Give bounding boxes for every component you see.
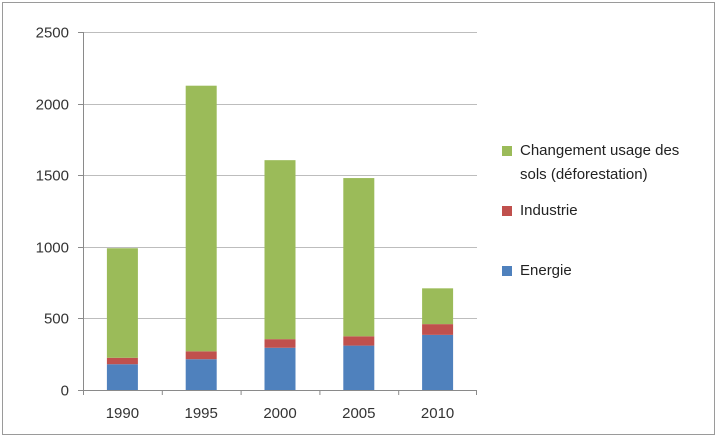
- bar-industrie-1995: [185, 351, 217, 360]
- bars: [106, 85, 454, 390]
- bar-changement-1995: [185, 85, 217, 352]
- x-tick-label: 1990: [106, 405, 139, 422]
- y-tick-label: 1500: [36, 168, 69, 185]
- legend-swatch: [502, 206, 512, 216]
- x-tick-label: 1995: [185, 405, 218, 422]
- x-tick-labels: 1990 1995 2000 2005 2010: [106, 405, 455, 422]
- bar-energie-2000: [264, 347, 296, 390]
- bar-energie-1995: [185, 359, 217, 390]
- y-tick-label: 1000: [36, 240, 69, 257]
- bar-industrie-2010: [422, 324, 454, 335]
- y-tick-labels: 0 500 1000 1500 2000 2500: [36, 25, 69, 400]
- y-tick-label: 500: [44, 311, 69, 328]
- x-tick-label: 2000: [263, 405, 296, 422]
- bar-industrie-1990: [106, 357, 138, 365]
- y-tick-label: 2000: [36, 97, 69, 114]
- legend-label-line2: sols (déforestation): [520, 166, 648, 183]
- bar-energie-1990: [106, 364, 138, 390]
- bar-energie-2005: [343, 345, 375, 390]
- legend-swatch: [502, 146, 512, 156]
- legend-label: Industrie: [520, 202, 578, 219]
- legend-label: Energie: [520, 262, 572, 279]
- bar-changement-2000: [264, 160, 296, 340]
- axes: [78, 32, 477, 395]
- bar-industrie-2005: [343, 336, 375, 346]
- chart-frame: 0 500 1000 1500 2000 2500 1990 1995 2000 2005 201…: [2, 2, 715, 435]
- y-tick-label: 0: [61, 383, 69, 400]
- bar-energie-2010: [422, 334, 454, 390]
- legend-swatch: [502, 266, 512, 276]
- bar-changement-1990: [106, 248, 138, 358]
- stacked-bar-chart: 0 500 1000 1500 2000 2500 1990 1995 2000 2005 201…: [36, 25, 680, 423]
- legend: Changement usage des sols (déforestation)…: [502, 142, 679, 279]
- bar-changement-2005: [343, 178, 375, 337]
- x-tick-label: 2005: [342, 405, 375, 422]
- bar-industrie-2000: [264, 339, 296, 348]
- legend-label: Changement usage des: [520, 142, 679, 159]
- bar-changement-2010: [422, 288, 454, 325]
- y-tick-label: 2500: [36, 25, 69, 42]
- x-tick-label: 2010: [421, 405, 454, 422]
